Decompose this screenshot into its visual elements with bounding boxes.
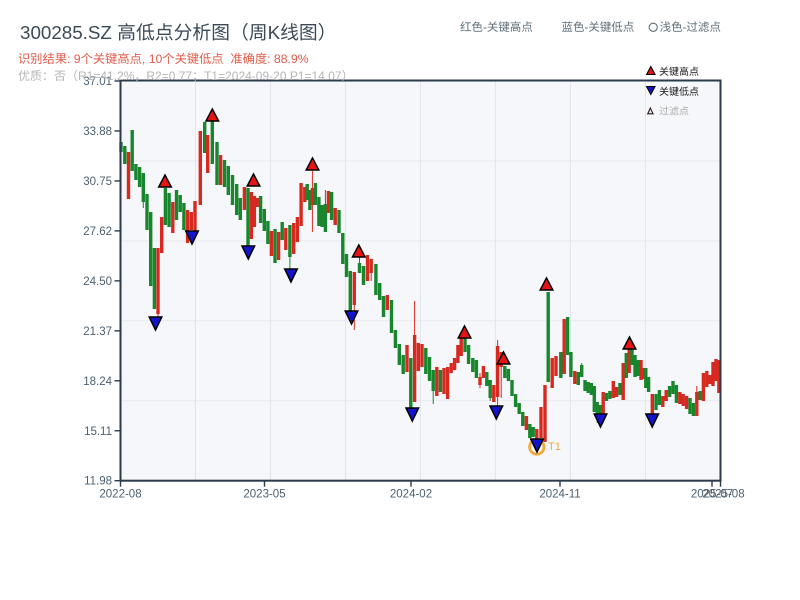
svg-text:11.98: 11.98 xyxy=(84,476,112,488)
svg-text:R1=41.2%: R1=41.2% xyxy=(78,69,135,83)
svg-text:33.88: 33.88 xyxy=(83,126,112,138)
svg-text:300285.SZ: 300285.SZ xyxy=(20,22,112,43)
svg-text:2022-08: 2022-08 xyxy=(99,489,141,501)
svg-text:-: - xyxy=(483,22,487,34)
svg-text:2023-05: 2023-05 xyxy=(243,489,285,501)
svg-text:18.24: 18.24 xyxy=(83,376,112,388)
svg-text:2024-02: 2024-02 xyxy=(390,489,432,501)
svg-text:-: - xyxy=(683,22,687,34)
svg-text:: 88.9%: : 88.9% xyxy=(267,52,309,66)
svg-text:, 10: , 10 xyxy=(142,52,163,66)
svg-text:T1=2024-09-20 P1=14.07: T1=2024-09-20 P1=14.07 xyxy=(204,69,342,83)
svg-text:37.01: 37.01 xyxy=(83,76,112,88)
svg-text:24.50: 24.50 xyxy=(83,276,112,288)
svg-text:R2=0.77: R2=0.77 xyxy=(146,69,192,83)
svg-text:2024-11: 2024-11 xyxy=(539,489,580,501)
svg-text:: 9: : 9 xyxy=(67,52,81,66)
svg-text:15.11: 15.11 xyxy=(84,426,112,438)
svg-text:21.37: 21.37 xyxy=(83,326,112,338)
svg-text:T1: T1 xyxy=(548,441,561,453)
svg-text:K: K xyxy=(268,22,281,43)
svg-text:-: - xyxy=(585,22,589,34)
svg-text:27.62: 27.62 xyxy=(83,226,112,238)
svg-text:2025-07: 2025-07 xyxy=(691,489,733,501)
svg-text:30.75: 30.75 xyxy=(83,176,112,188)
svg-text:2025-08: 2025-08 xyxy=(702,489,744,501)
